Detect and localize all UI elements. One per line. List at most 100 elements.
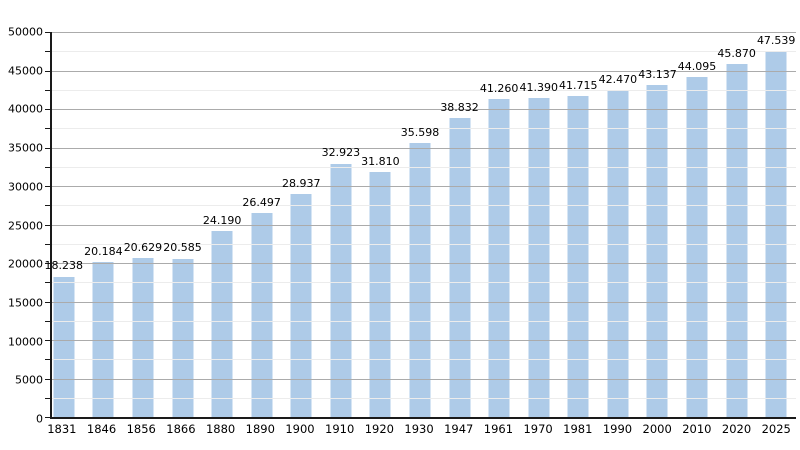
x-axis-tick-label: 2000 <box>642 422 672 436</box>
y-axis-tick-label: 30000 <box>8 180 43 194</box>
y-axis-tick <box>45 205 50 207</box>
bar-1846 <box>92 261 114 417</box>
y-axis-tick-label: 15000 <box>8 296 43 310</box>
bar-value-label: 43.137 <box>638 67 677 81</box>
bar-value-label: 31.810 <box>361 154 400 168</box>
bar-1930 <box>409 142 431 417</box>
bar-value-label: 18.238 <box>44 259 84 273</box>
bar-slot: 38.832 <box>440 32 480 417</box>
y-axis-tick-label: 45000 <box>8 64 43 78</box>
bar-1866 <box>172 258 194 417</box>
bar-slot: 24.190 <box>202 32 242 417</box>
bar-slot: 35.598 <box>400 32 440 417</box>
y-axis-tick <box>45 89 50 91</box>
x-axis-tick-label: 1920 <box>364 422 394 436</box>
bar-1990 <box>607 89 629 417</box>
y-axis-tick <box>45 128 50 130</box>
y-axis-tick <box>45 397 50 399</box>
y-axis-tick <box>45 417 50 418</box>
y-axis-tick <box>45 243 50 245</box>
bar-slot: 32.923 <box>321 32 361 417</box>
y-axis-tick <box>45 186 50 187</box>
bar-slot: 20.184 <box>84 32 124 417</box>
y-axis-tick <box>45 166 50 168</box>
bar-value-label: 24.190 <box>202 213 242 227</box>
bar-slot: 26.497 <box>242 32 282 417</box>
bar-1880 <box>211 230 233 417</box>
bar-1856 <box>132 258 154 417</box>
bars-layer: 18.238 20.184 20.629 20.585 24.190 26.497 28.9… <box>44 32 796 417</box>
bar-value-label: 45.870 <box>717 46 756 60</box>
bar-2000 <box>646 84 668 417</box>
bar-1947 <box>449 118 471 417</box>
y-axis-tick <box>45 32 50 33</box>
bar-value-label: 35.598 <box>400 125 440 139</box>
bar-1900 <box>290 194 312 417</box>
x-axis-tick-label: 2010 <box>682 422 712 436</box>
x-axis-tick-label: 1910 <box>325 422 355 436</box>
bar-slot: 47.539 <box>756 32 796 417</box>
x-axis-tick-label: 1866 <box>166 422 196 436</box>
bar-value-label: 38.832 <box>440 100 479 114</box>
bar-value-label: 47.539 <box>756 33 796 47</box>
y-axis-tick-label: 5000 <box>15 373 43 387</box>
bar-slot: 45.870 <box>717 32 757 417</box>
bar-slot: 41.715 <box>559 32 599 417</box>
y-axis-tick-label: 20000 <box>8 257 43 271</box>
bar-slot: 43.137 <box>638 32 678 417</box>
bar-value-label: 41.715 <box>559 78 598 92</box>
bar-slot: 28.937 <box>281 32 321 417</box>
bar-slot: 41.260 <box>479 32 519 417</box>
bar-value-label: 20.585 <box>163 241 202 255</box>
y-axis-tick-label: 10000 <box>8 335 43 349</box>
bar-value-label: 41.260 <box>479 82 519 96</box>
x-axis-tick-label: 1890 <box>245 422 275 436</box>
x-axis-tick-label: 1880 <box>205 422 236 436</box>
bar-2020 <box>726 63 748 417</box>
x-axis: 1831 1846 1856 1866 1880 1890 1900 1910 1920 1930… <box>42 422 796 438</box>
bar-value-label: 20.629 <box>123 241 163 255</box>
bar-slot: 41.390 <box>519 32 559 417</box>
y-axis: 0 5000 10000 15000 20000 25000 30000 35000 40000… <box>0 27 43 425</box>
bar-slot: 20.629 <box>123 32 163 417</box>
y-axis-tick <box>45 301 50 303</box>
y-axis-tick <box>45 378 50 380</box>
y-axis-tick-label: 25000 <box>8 219 43 232</box>
plot-area: 18.238 20.184 20.629 20.585 24.190 26.497 28.9… <box>45 32 796 419</box>
x-axis-tick-label: 1990 <box>602 422 633 436</box>
bar-1961 <box>488 99 510 417</box>
x-axis-tick-label: 1981 <box>563 422 593 436</box>
y-axis-tick <box>45 282 50 284</box>
bar-2025 <box>765 50 787 417</box>
bar-1970 <box>528 98 550 417</box>
x-axis-tick-label: 1970 <box>523 422 553 436</box>
x-axis-tick-label: 2020 <box>721 422 752 436</box>
y-axis-tick-label: 40000 <box>8 102 43 116</box>
bar-slot: 20.585 <box>163 32 203 417</box>
bar-2010 <box>686 77 708 417</box>
y-axis-tick <box>45 340 50 341</box>
bar-value-label: 44.095 <box>677 60 717 74</box>
y-axis-tick <box>45 359 50 361</box>
y-axis-tick <box>45 109 50 110</box>
y-axis-tick <box>45 224 50 226</box>
bar-1920 <box>369 172 391 417</box>
bar-value-label: 26.497 <box>242 195 281 209</box>
x-axis-tick-label: 2025 <box>761 422 791 436</box>
y-axis-tick <box>45 320 50 322</box>
bar-value-label: 41.390 <box>519 81 558 95</box>
bar-1890 <box>251 212 273 417</box>
y-axis-tick <box>45 70 50 72</box>
x-axis-tick-label: 1930 <box>404 422 434 436</box>
x-axis-tick-label: 1961 <box>483 422 514 436</box>
bar-value-label: 32.923 <box>321 146 361 160</box>
y-axis-tick <box>45 263 50 264</box>
y-axis-tick-label: 35000 <box>8 141 43 155</box>
y-axis-tick-label: 50000 <box>8 25 43 39</box>
bar-slot: 18.238 <box>44 32 84 417</box>
x-axis-tick-label: 1900 <box>285 422 315 436</box>
x-axis-tick-label: 1846 <box>86 422 117 436</box>
bar-value-label: 20.184 <box>84 244 123 258</box>
y-axis-tick <box>45 147 50 149</box>
